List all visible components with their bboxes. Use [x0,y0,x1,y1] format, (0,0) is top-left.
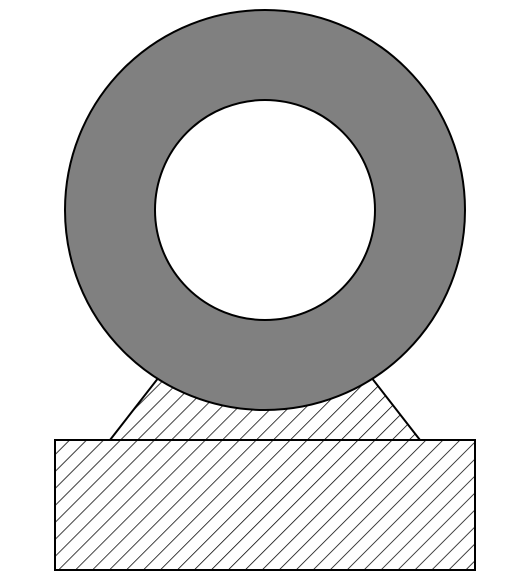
base-block [55,440,475,570]
ring-inner [155,100,375,320]
